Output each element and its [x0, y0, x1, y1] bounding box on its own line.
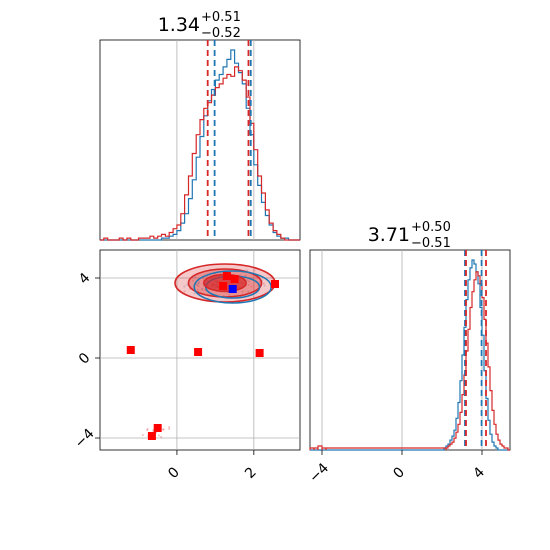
tick-label-x: 2 [242, 464, 260, 482]
tick-label-y: −4 [72, 426, 98, 452]
marker-square-series-b [271, 280, 279, 288]
histogram-series-a [100, 49, 300, 241]
sample-point [196, 284, 199, 287]
title-param1-minus: −0.52 [201, 26, 241, 41]
sample-point [262, 282, 265, 285]
sample-point [197, 282, 200, 285]
marker-square-series-b [222, 272, 231, 280]
title-param2-plus: +0.50 [411, 220, 451, 235]
sample-point [200, 288, 203, 291]
sample-point [141, 433, 144, 436]
marker-square-series-b [194, 348, 203, 356]
sample-point [146, 429, 149, 432]
tick-label-x: −4 [306, 460, 332, 486]
marker-square-series-b [153, 424, 162, 432]
histogram-panel-param1 [99, 39, 301, 241]
sample-point [241, 290, 244, 293]
sample-point [193, 292, 196, 295]
sample-point [263, 284, 266, 287]
sample-point [253, 269, 256, 272]
panel-frame [99, 39, 301, 241]
sample-point [196, 288, 199, 291]
sample-point [247, 290, 250, 293]
title-param1-plus: +0.51 [201, 10, 241, 25]
sample-point [246, 279, 249, 282]
sample-point [186, 283, 189, 286]
sample-point [201, 287, 204, 290]
sample-point [197, 281, 200, 284]
sample-point [157, 434, 160, 437]
sample-point [250, 285, 253, 288]
histogram-panel-param2 [309, 249, 511, 451]
sample-point [248, 280, 251, 283]
marker-square-series-a [228, 285, 237, 293]
marker-square-series-b [147, 432, 156, 440]
sample-point [160, 435, 163, 438]
marker-square-series-b [255, 349, 264, 357]
sample-point [168, 427, 171, 430]
histogram-series-b [309, 271, 510, 451]
sample-point [198, 280, 201, 283]
joint-panel [99, 249, 301, 451]
sample-point [146, 427, 149, 430]
marker-square-series-b [126, 346, 135, 354]
sample-point [244, 274, 247, 277]
title-param2-median: 3.71 [368, 224, 410, 246]
histogram-series-a [310, 259, 510, 451]
sample-point [162, 428, 165, 431]
marker-square-series-b [230, 275, 239, 283]
sample-point [183, 290, 186, 293]
tick-label-x: 0 [165, 464, 183, 482]
sample-point [204, 289, 207, 292]
sample-point [161, 428, 164, 431]
sample-point [246, 269, 249, 272]
marker-square-series-b [219, 282, 228, 290]
title-param2-minus: −0.51 [411, 236, 451, 251]
sample-point [228, 294, 231, 297]
tick-label-x: 0 [390, 464, 408, 482]
sample-point [183, 285, 186, 288]
title-param1-median: 1.34 [158, 14, 200, 36]
sample-point [194, 276, 197, 279]
panel-frame [99, 249, 301, 451]
sample-point [168, 426, 171, 429]
sample-point [247, 283, 250, 286]
sample-point [191, 279, 194, 282]
tick-label-y: 4 [76, 270, 94, 288]
tick-label-x: 4 [470, 464, 488, 482]
tick-label-y: 0 [76, 350, 94, 368]
sample-point [197, 285, 200, 288]
histogram-series-b [100, 66, 300, 241]
